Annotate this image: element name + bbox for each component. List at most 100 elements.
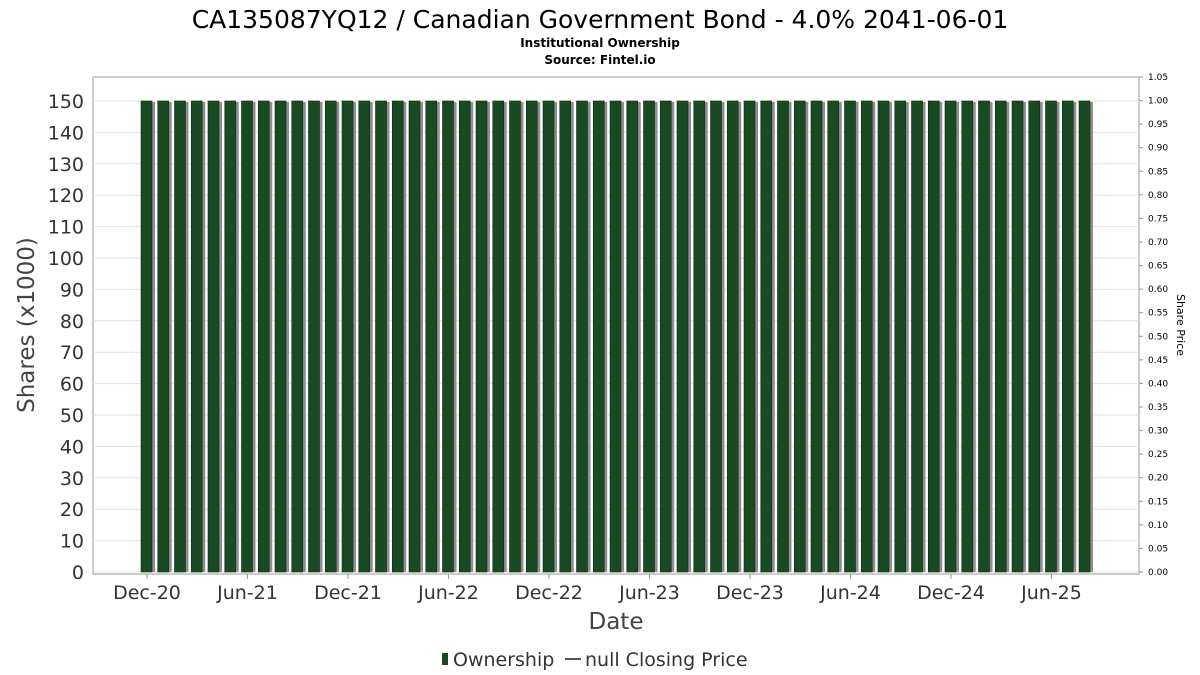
y2-tick-label: 0.75 <box>1148 214 1168 224</box>
bar-shadow <box>621 102 624 572</box>
ownership-bar <box>877 100 890 573</box>
y2-tick-label: 0.25 <box>1148 450 1168 460</box>
y-tick-label: 150 <box>48 91 84 113</box>
bar-shadow <box>1006 102 1010 572</box>
bar-shadow <box>738 102 742 572</box>
ownership-bar <box>1078 100 1091 573</box>
y-tick-label: 60 <box>60 374 84 396</box>
y2-tick-label: 0.50 <box>1148 332 1168 342</box>
ownership-bar <box>609 100 622 573</box>
y2-axis-label: Share Price <box>1174 294 1187 356</box>
y-axis-label: Shares (x1000) <box>14 237 40 413</box>
ownership-bar <box>810 100 823 573</box>
bar-shadow <box>889 102 892 572</box>
x-tick-label: Dec-24 <box>917 582 985 604</box>
y2-tick-label: 1.00 <box>1148 97 1168 107</box>
bar-shadow <box>956 102 959 572</box>
y-tick-label: 110 <box>48 217 84 239</box>
ownership-bar <box>726 100 739 573</box>
bar-shadow <box>152 102 155 572</box>
bar-shadow <box>654 102 658 572</box>
y-tick-label: 20 <box>60 499 84 521</box>
ownership-bar <box>626 100 639 573</box>
bar-series <box>140 100 1093 573</box>
bar-shadow <box>939 102 943 572</box>
chart-subtitle-2: Source: Fintel.io <box>544 53 655 67</box>
ownership-bar <box>425 100 438 573</box>
y2-tick-label: 0.00 <box>1148 568 1168 578</box>
bar-shadow <box>436 102 440 572</box>
ownership-bar <box>509 100 521 573</box>
ownership-bar <box>693 100 706 573</box>
ownership-bar <box>324 100 337 573</box>
bar-shadow <box>235 102 239 572</box>
x-tick-label: Jun-21 <box>216 582 278 604</box>
x-tick-label: Dec-20 <box>113 582 181 604</box>
y2-tick-label: 0.20 <box>1148 474 1168 484</box>
bar-shadow <box>537 102 541 572</box>
bar-shadow <box>922 102 926 572</box>
bar-shadow <box>905 102 909 572</box>
legend-ownership-label: Ownership <box>453 649 554 671</box>
ownership-bar <box>190 100 203 573</box>
x-tick-label: Jun-24 <box>819 582 881 604</box>
bar-shadow <box>470 102 474 572</box>
bar-shadow <box>771 102 775 572</box>
y2-tick-label: 0.90 <box>1148 144 1168 154</box>
ownership-bar <box>927 100 940 573</box>
bar-shadow <box>252 102 256 572</box>
x-tick-label: Dec-21 <box>314 582 382 604</box>
x-tick-label: Jun-25 <box>1020 582 1082 604</box>
ownership-bar <box>341 100 354 573</box>
ownership-bar <box>442 100 454 573</box>
ownership-bar <box>1028 100 1041 573</box>
bar-shadow <box>805 102 809 572</box>
x-axis-ticks: Dec-20 Jun-21 Dec-21 Jun-22 Dec-22 Jun-23 Dec-… <box>113 574 1082 604</box>
y2-tick-label: 0.65 <box>1148 262 1168 272</box>
y2-tick-label: 0.80 <box>1148 191 1168 201</box>
bar-shadow <box>989 102 993 572</box>
bar-shadow <box>755 102 758 572</box>
bar-shadow <box>788 102 792 572</box>
y2-tick-label: 0.05 <box>1148 544 1168 554</box>
y2-tick-label: 0.85 <box>1148 167 1168 177</box>
y-tick-label: 40 <box>60 436 84 458</box>
bar-shadow <box>336 102 340 572</box>
ownership-bar <box>492 100 505 573</box>
bar-shadow <box>185 102 189 572</box>
ownership-bar <box>643 100 655 573</box>
ownership-bar <box>1045 100 1057 573</box>
y2-tick-label: 0.40 <box>1148 379 1168 389</box>
y2-tick-label: 0.45 <box>1148 356 1168 366</box>
ownership-bar <box>1011 100 1024 573</box>
ownership-bar <box>961 100 974 573</box>
bar-shadow <box>369 102 373 572</box>
bar-shadow <box>269 102 273 572</box>
ownership-bar <box>308 100 320 573</box>
bar-shadow <box>168 102 172 572</box>
bar-shadow <box>721 102 725 572</box>
bar-shadow <box>487 102 490 572</box>
bar-shadow <box>554 102 557 572</box>
ownership-bar <box>827 100 840 573</box>
ownership-bar <box>559 100 572 573</box>
y-tick-label: 0 <box>72 562 84 584</box>
ownership-bar <box>375 100 387 573</box>
bar-shadow <box>872 102 876 572</box>
y-tick-label: 100 <box>48 248 84 270</box>
bar-shadow <box>403 102 407 572</box>
y2-tick-label: 0.95 <box>1148 120 1168 130</box>
y-tick-label: 120 <box>48 185 84 207</box>
ownership-bar <box>743 100 756 573</box>
bar-shadow <box>1073 102 1077 572</box>
y2-tick-label: 0.15 <box>1148 497 1168 507</box>
bar-shadow <box>604 102 608 572</box>
bar-shadow <box>838 102 842 572</box>
y2-tick-label: 0.35 <box>1148 403 1168 413</box>
ownership-bar <box>291 100 304 573</box>
ownership-bar <box>525 100 538 573</box>
ownership-bar <box>978 100 990 573</box>
ownership-bar <box>676 100 689 573</box>
ownership-bar <box>760 100 773 573</box>
